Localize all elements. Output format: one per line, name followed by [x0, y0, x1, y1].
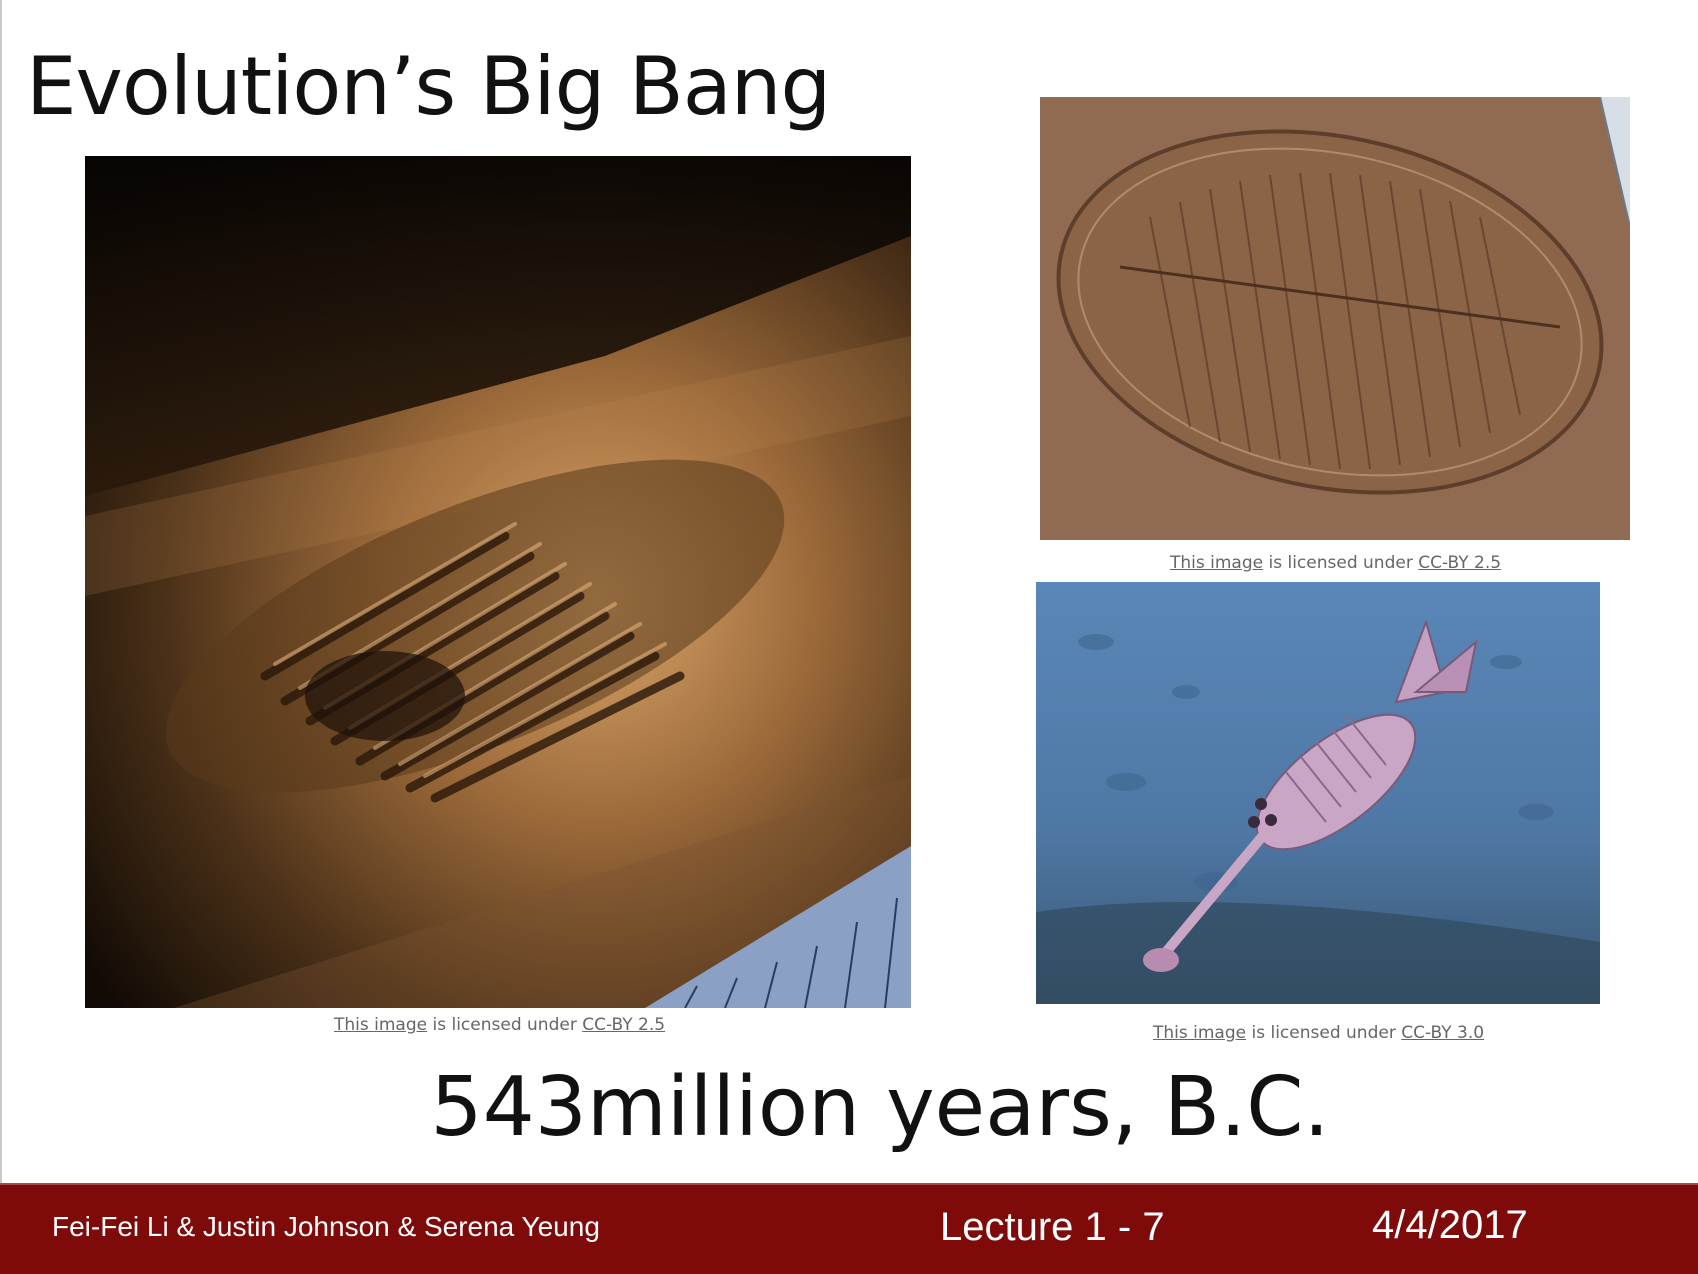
- opabinia-photo: [1036, 582, 1600, 1004]
- footer-lecture-number: Lecture 1 - 7: [940, 1205, 1165, 1249]
- slide-left-border: [0, 0, 2, 1183]
- footer-date: 4/4/2017: [1372, 1203, 1528, 1247]
- fossil-photo-credit-text: is licensed under: [427, 1015, 583, 1035]
- footer-authors: Fei-Fei Li & Justin Johnson & Serena Yeu…: [52, 1211, 600, 1242]
- dickinsonia-photo-credit: This image is licensed under CC-BY 2.5: [1170, 553, 1501, 573]
- opabinia-photo-graphic: [1036, 582, 1600, 1004]
- slide-subtitle: 543million years, B.C.: [430, 1060, 1330, 1155]
- dickinsonia-photo-credit-link[interactable]: This image: [1170, 553, 1264, 573]
- fossil-photo-credit: This image is licensed under CC-BY 2.5: [334, 1015, 665, 1035]
- fossil-photo: [85, 156, 911, 1008]
- opabinia-photo-credit-link[interactable]: This image: [1153, 1023, 1247, 1043]
- dickinsonia-photo: [1040, 97, 1630, 540]
- dickinsonia-photo-graphic: [1040, 97, 1630, 540]
- dickinsonia-photo-license-link[interactable]: CC-BY 2.5: [1418, 553, 1502, 573]
- fossil-photo-graphic: [85, 156, 911, 1008]
- opabinia-photo-license-link[interactable]: CC-BY 3.0: [1401, 1023, 1485, 1043]
- opabinia-photo-credit-text: is licensed under: [1246, 1023, 1402, 1043]
- dickinsonia-photo-credit-text: is licensed under: [1263, 553, 1419, 573]
- fossil-photo-credit-link[interactable]: This image: [334, 1015, 428, 1035]
- fossil-photo-license-link[interactable]: CC-BY 2.5: [582, 1015, 666, 1035]
- opabinia-photo-credit: This image is licensed under CC-BY 3.0: [1153, 1023, 1484, 1043]
- slide-title: Evolution’s Big Bang: [26, 40, 831, 133]
- slide-footer: Fei-Fei Li & Justin Johnson & Serena Yeu…: [0, 1183, 1698, 1274]
